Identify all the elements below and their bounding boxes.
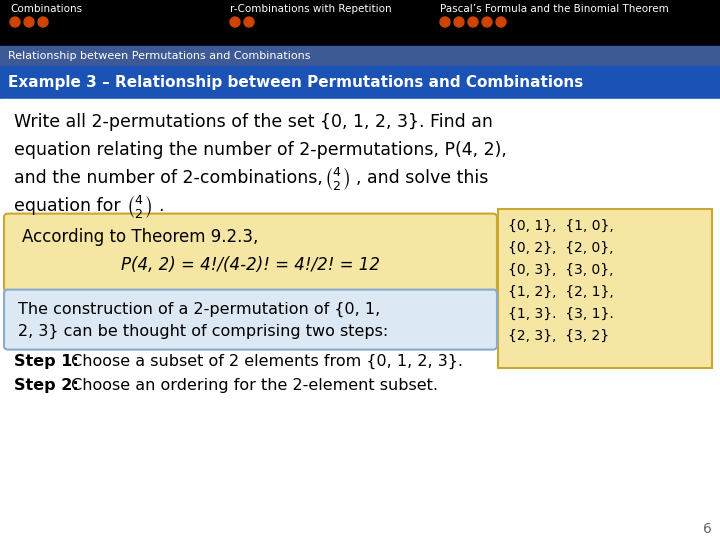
Text: Example 3 – Relationship between Permutations and Combinations: Example 3 – Relationship between Permuta… (8, 75, 583, 90)
Circle shape (482, 17, 492, 27)
Text: {0, 1},  {1, 0},: {0, 1}, {1, 0}, (508, 219, 613, 233)
Text: Choose a subset of 2 elements from {0, 1, 2, 3}.: Choose a subset of 2 elements from {0, 1… (66, 354, 463, 369)
Bar (0, 46, 720, 66)
Text: {0, 3},  {3, 0},: {0, 3}, {3, 0}, (508, 263, 613, 277)
FancyBboxPatch shape (4, 289, 497, 349)
Circle shape (230, 17, 240, 27)
Text: 2, 3} can be thought of comprising two steps:: 2, 3} can be thought of comprising two s… (18, 323, 388, 339)
Circle shape (496, 17, 506, 27)
Text: According to Theorem 9.2.3,: According to Theorem 9.2.3, (22, 227, 258, 246)
Circle shape (24, 17, 34, 27)
Text: and the number of 2-combinations,: and the number of 2-combinations, (14, 169, 323, 187)
Text: 6: 6 (703, 522, 712, 536)
Text: $\binom{4}{2}$: $\binom{4}{2}$ (126, 193, 153, 220)
Text: equation for: equation for (14, 197, 121, 215)
Text: Choose an ordering for the 2-element subset.: Choose an ordering for the 2-element sub… (66, 377, 438, 393)
Text: equation relating the number of 2-permutations, P(4, 2),: equation relating the number of 2-permut… (14, 141, 507, 159)
Circle shape (454, 17, 464, 27)
Text: Write all 2-permutations of the set {0, 1, 2, 3}. Find an: Write all 2-permutations of the set {0, … (14, 113, 493, 131)
Text: .: . (158, 197, 163, 215)
Text: {1, 3}.  {3, 1}.: {1, 3}. {3, 1}. (508, 307, 613, 321)
Text: Relationship between Permutations and Combinations: Relationship between Permutations and Co… (8, 51, 310, 61)
Text: r-Combinations with Repetition: r-Combinations with Repetition (230, 4, 392, 14)
FancyBboxPatch shape (498, 209, 712, 368)
Bar (0, 0, 720, 46)
Circle shape (440, 17, 450, 27)
Text: {1, 2},  {2, 1},: {1, 2}, {2, 1}, (508, 285, 613, 299)
Text: P(4, 2) = 4!/(4-2)! = 4!/2! = 12: P(4, 2) = 4!/(4-2)! = 4!/2! = 12 (121, 255, 380, 274)
Text: Combinations: Combinations (10, 4, 82, 14)
Bar (0, 66, 720, 99)
Text: Step 2:: Step 2: (14, 377, 78, 393)
Text: The construction of a 2-permutation of {0, 1,: The construction of a 2-permutation of {… (18, 302, 380, 317)
Text: , and solve this: , and solve this (356, 169, 488, 187)
Bar (0, 99, 720, 540)
Text: {2, 3},  {3, 2}: {2, 3}, {3, 2} (508, 329, 609, 343)
Circle shape (38, 17, 48, 27)
Circle shape (10, 17, 20, 27)
Text: Step 1:: Step 1: (14, 354, 78, 369)
Text: Pascal’s Formula and the Binomial Theorem: Pascal’s Formula and the Binomial Theore… (440, 4, 669, 14)
Circle shape (244, 17, 254, 27)
Circle shape (468, 17, 478, 27)
FancyBboxPatch shape (4, 214, 497, 292)
Text: $\binom{4}{2}$: $\binom{4}{2}$ (324, 165, 351, 192)
Text: {0, 2},  {2, 0},: {0, 2}, {2, 0}, (508, 241, 613, 255)
